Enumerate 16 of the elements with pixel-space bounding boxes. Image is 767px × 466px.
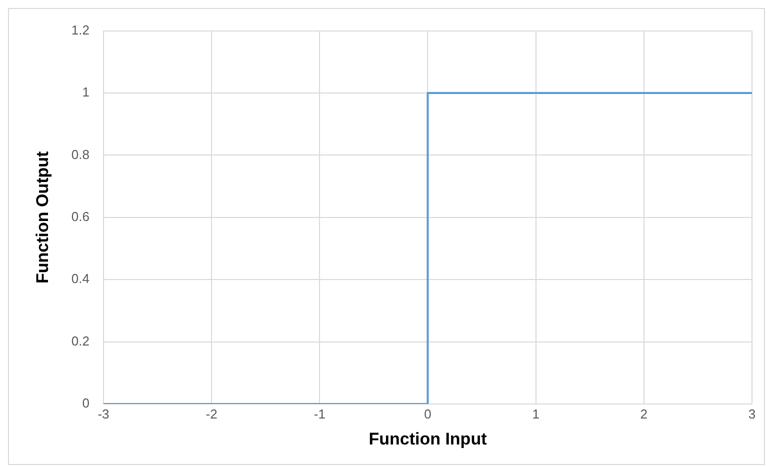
y-tick-label: 0.8: [71, 146, 90, 162]
y-tick-label: 0: [82, 396, 90, 411]
y-axis-title: Function Output: [32, 150, 52, 284]
y-tick-label: 0.6: [71, 208, 90, 224]
x-tick-label: 0: [424, 406, 432, 422]
y-tick-label: 0.2: [71, 333, 90, 348]
x-tick-label: 3: [748, 406, 756, 422]
y-tick-label: 0.4: [71, 271, 90, 286]
x-tick-label: -3: [98, 406, 110, 422]
x-tick-label: -2: [206, 406, 218, 422]
y-tick-label: 1.2: [71, 22, 90, 38]
y-tick-label: 1: [82, 84, 90, 100]
x-tick-label: -1: [314, 406, 326, 422]
x-tick-label: 2: [640, 406, 648, 422]
x-tick-label: 1: [532, 406, 540, 422]
x-axis-title: Function Input: [368, 429, 488, 448]
